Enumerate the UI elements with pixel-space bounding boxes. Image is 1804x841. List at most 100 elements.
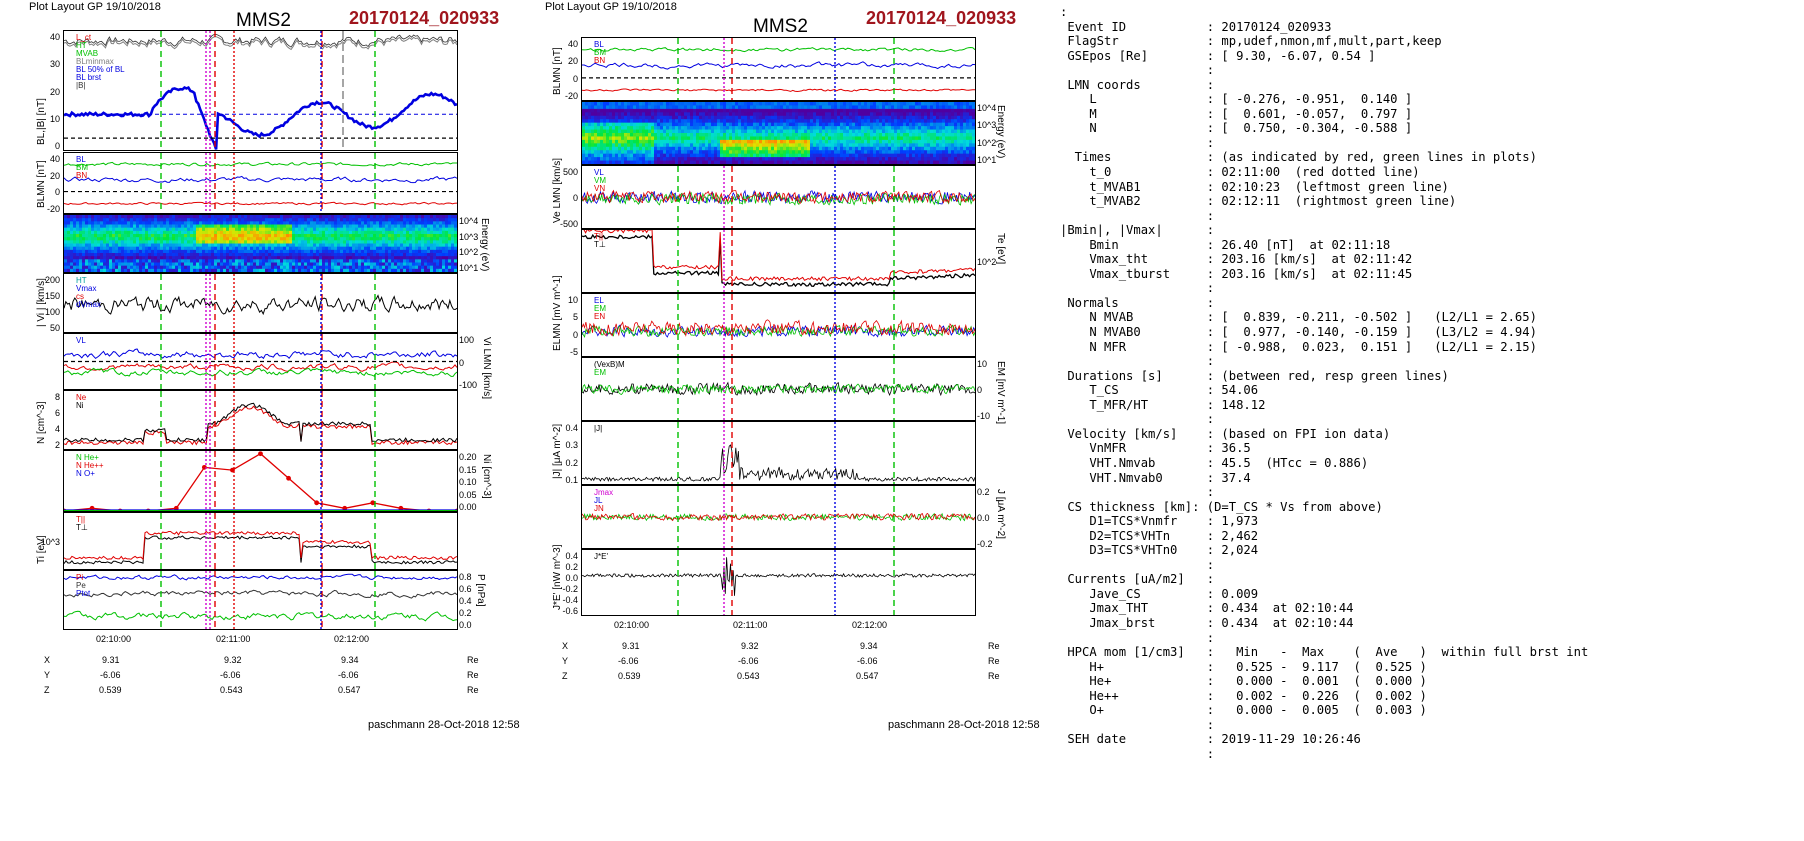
spectrogram-cell [448,221,452,225]
spectrogram-cell [445,240,449,244]
spectrogram-cell [720,139,724,144]
spectrogram-cell [328,224,332,229]
spectrogram-cell [924,146,928,151]
spectrogram-cell [861,126,865,131]
spectrogram-cell [373,246,377,251]
spectrogram-cell [615,102,619,106]
spectrogram-cell [657,105,661,110]
spectrogram-cell [675,108,679,113]
spectrogram-cell [696,122,700,127]
spectrogram-cell [277,221,281,225]
spectrogram-cell [343,256,347,260]
spectrogram-cell [732,146,736,151]
series-line-BL [64,175,457,184]
legend-entry: Ptot [76,589,91,598]
spectrogram-cell [825,153,829,158]
spectrogram-cell [792,136,796,141]
spectrogram-cell [433,227,437,232]
spectrogram-cell [948,115,952,120]
spectrogram-cell [142,215,146,219]
spectrogram-cell [76,253,80,257]
spectrogram-cell [193,253,197,257]
spectrogram-cell [831,108,835,113]
spectrogram-cell [370,259,374,263]
spectrogram-cell [238,227,242,232]
spectrogram-cell [774,139,778,144]
spectrogram-cell [199,268,203,272]
spectrogram-cell [145,215,149,219]
spectrogram-cell [741,115,745,120]
spectrogram-cell [885,108,889,113]
spectrogram-cell [906,112,910,117]
spectrogram-cell [894,133,898,137]
spectrogram-cell [741,153,745,158]
spectrogram-cell [214,234,218,238]
spectrogram-cell [819,105,823,110]
spectrogram-cell [750,136,754,141]
spectrogram-cell [382,256,386,260]
spectrogram-cell [942,133,946,137]
spectrogram-cell [106,265,110,270]
spectrogram-cell [169,221,173,225]
spectrogram-cell [304,237,308,241]
spectrogram-cell [145,262,149,267]
spectrogram-cell [657,108,661,113]
spectrogram-cell [732,102,736,106]
spectrogram-cell [663,122,667,127]
spectrogram-cell [855,112,859,117]
spectrogram-cell [744,139,748,144]
spectrogram-cell [415,218,419,222]
spectrogram-cell [94,237,98,241]
spectrogram-cell [744,108,748,113]
spectrogram-cell [259,221,263,225]
spectrogram-cell [91,265,95,270]
spectrogram-cell [633,115,637,120]
spectrogram-cell [286,265,290,270]
spectrogram-cell [328,243,332,248]
spectrogram-cell [427,221,431,225]
spectrogram-cell [436,262,440,267]
spectrogram-cell [301,240,305,244]
spectrogram-cell [340,237,344,241]
spectrogram-cell [379,237,383,241]
spectrogram-cell [714,143,718,148]
spectrogram-cell [786,153,790,158]
spectrogram-cell [115,256,119,260]
spectrogram-cell [630,129,634,134]
spectrogram-cell [88,259,92,263]
spectrogram-cell [409,256,413,260]
spectrogram-cell [121,234,125,238]
spectrogram-cell [430,215,434,219]
spectrogram-cell [211,246,215,251]
spectrogram-cell [726,143,730,148]
spectrogram-cell [822,136,826,141]
spectrogram-cell [684,133,688,137]
spectrogram-cell [930,105,934,110]
spectrogram-cell [322,221,326,225]
spectrogram-cell [148,262,152,267]
spectrogram-cell [376,246,380,251]
spectrogram-cell [421,234,425,238]
spectrogram-cell [229,237,233,241]
spectrogram-cell [271,259,275,263]
spectrogram-cell [325,224,329,229]
spectrogram-cell [391,249,395,254]
y-tick-label: 0 [54,141,60,151]
spectrogram-cell [322,246,326,251]
spectrogram-cell [927,146,931,151]
spectrogram-cell [445,230,449,235]
spectrogram-cell [882,102,886,106]
spectrogram-cell [621,157,625,162]
spectrogram-cell [753,133,757,137]
spectrogram-cell [858,150,862,155]
spectrogram-cell [133,218,137,222]
spectrogram-cell [103,237,107,241]
spectrogram-cell [636,160,640,164]
spectrogram-cell [220,234,224,238]
spectrogram-cell [256,218,260,222]
spectrogram-cell [76,221,80,225]
spectrogram-cell [699,157,703,162]
spectrogram-cell [765,150,769,155]
spectrogram-cell [705,139,709,144]
spectrogram-cell [723,136,727,141]
